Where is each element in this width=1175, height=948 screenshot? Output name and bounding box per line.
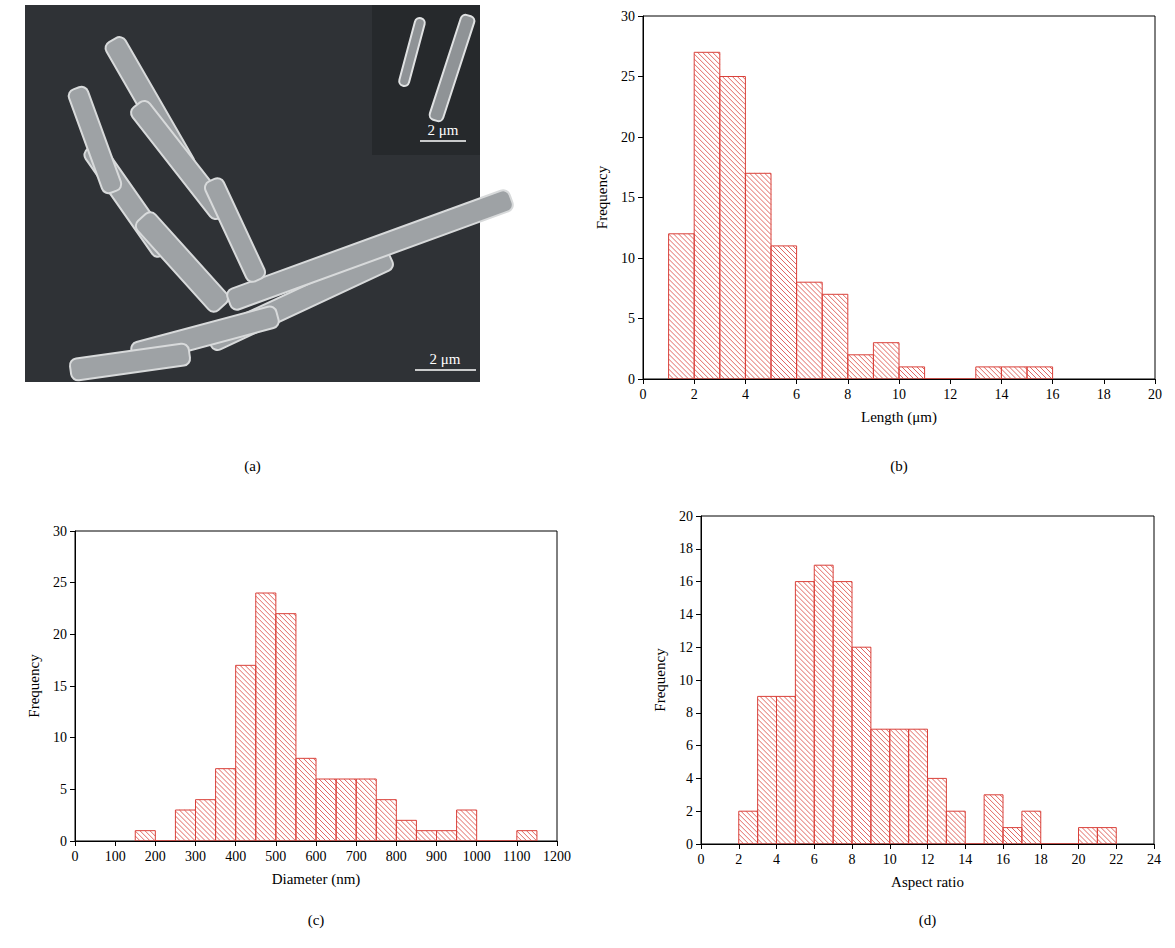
- svg-text:(b): (b): [890, 458, 908, 475]
- svg-text:16: 16: [1046, 387, 1060, 402]
- svg-text:0: 0: [640, 387, 647, 402]
- svg-text:1000: 1000: [463, 849, 491, 864]
- svg-text:30: 30: [53, 524, 67, 539]
- svg-text:30: 30: [621, 9, 635, 24]
- svg-text:500: 500: [265, 849, 286, 864]
- svg-text:20: 20: [1148, 387, 1162, 402]
- svg-text:(d): (d): [919, 912, 937, 929]
- svg-text:6: 6: [793, 387, 800, 402]
- svg-text:0: 0: [628, 372, 635, 387]
- svg-text:10: 10: [679, 673, 693, 688]
- svg-text:5: 5: [60, 782, 67, 797]
- svg-text:20: 20: [679, 509, 693, 524]
- svg-text:200: 200: [145, 849, 166, 864]
- svg-text:900: 900: [426, 849, 447, 864]
- svg-text:4: 4: [686, 771, 693, 786]
- svg-text:5: 5: [628, 311, 635, 326]
- svg-text:20: 20: [621, 130, 635, 145]
- svg-text:15: 15: [621, 190, 635, 205]
- svg-text:400: 400: [225, 849, 246, 864]
- svg-text:8: 8: [844, 387, 851, 402]
- svg-text:12: 12: [679, 640, 693, 655]
- svg-text:1200: 1200: [543, 849, 571, 864]
- svg-text:(a): (a): [244, 458, 261, 475]
- svg-text:14: 14: [994, 387, 1008, 402]
- svg-text:22: 22: [1109, 852, 1123, 867]
- svg-text:18: 18: [1034, 852, 1048, 867]
- svg-text:4: 4: [742, 387, 749, 402]
- svg-text:Frequency: Frequency: [594, 165, 610, 229]
- svg-text:300: 300: [185, 849, 206, 864]
- svg-text:12: 12: [921, 852, 935, 867]
- svg-text:15: 15: [53, 679, 67, 694]
- svg-text:16: 16: [679, 574, 693, 589]
- svg-text:Diameter (nm): Diameter (nm): [272, 871, 361, 888]
- svg-text:14: 14: [958, 852, 972, 867]
- svg-text:Aspect ratio: Aspect ratio: [891, 874, 964, 890]
- svg-text:12: 12: [943, 387, 957, 402]
- svg-text:25: 25: [621, 69, 635, 84]
- svg-text:2: 2: [691, 387, 698, 402]
- svg-text:6: 6: [811, 852, 818, 867]
- svg-text:16: 16: [996, 852, 1010, 867]
- svg-text:1100: 1100: [503, 849, 530, 864]
- svg-text:0: 0: [60, 834, 67, 849]
- svg-text:0: 0: [686, 837, 693, 852]
- svg-text:8: 8: [686, 705, 693, 720]
- svg-text:800: 800: [386, 849, 407, 864]
- svg-text:0: 0: [72, 849, 79, 864]
- svg-text:10: 10: [883, 852, 897, 867]
- svg-text:2: 2: [735, 852, 742, 867]
- svg-text:10: 10: [621, 251, 635, 266]
- svg-text:(c): (c): [308, 912, 325, 929]
- svg-text:18: 18: [679, 541, 693, 556]
- svg-text:24: 24: [1147, 852, 1161, 867]
- svg-text:10: 10: [892, 387, 906, 402]
- svg-text:8: 8: [849, 852, 856, 867]
- svg-text:0: 0: [698, 852, 705, 867]
- svg-text:Length (μm): Length (μm): [861, 409, 937, 426]
- svg-text:10: 10: [53, 730, 67, 745]
- svg-text:18: 18: [1097, 387, 1111, 402]
- svg-text:20: 20: [1072, 852, 1086, 867]
- svg-text:Frequency: Frequency: [26, 654, 42, 718]
- svg-text:100: 100: [105, 849, 126, 864]
- svg-text:14: 14: [679, 607, 693, 622]
- svg-text:25: 25: [53, 575, 67, 590]
- svg-text:2: 2: [686, 804, 693, 819]
- svg-text:20: 20: [53, 627, 67, 642]
- svg-text:600: 600: [306, 849, 327, 864]
- svg-text:2 μm: 2 μm: [430, 351, 461, 367]
- svg-text:6: 6: [686, 738, 693, 753]
- svg-text:700: 700: [346, 849, 367, 864]
- svg-text:Frequency: Frequency: [652, 648, 668, 712]
- svg-text:4: 4: [773, 852, 780, 867]
- svg-text:2 μm: 2 μm: [428, 122, 459, 138]
